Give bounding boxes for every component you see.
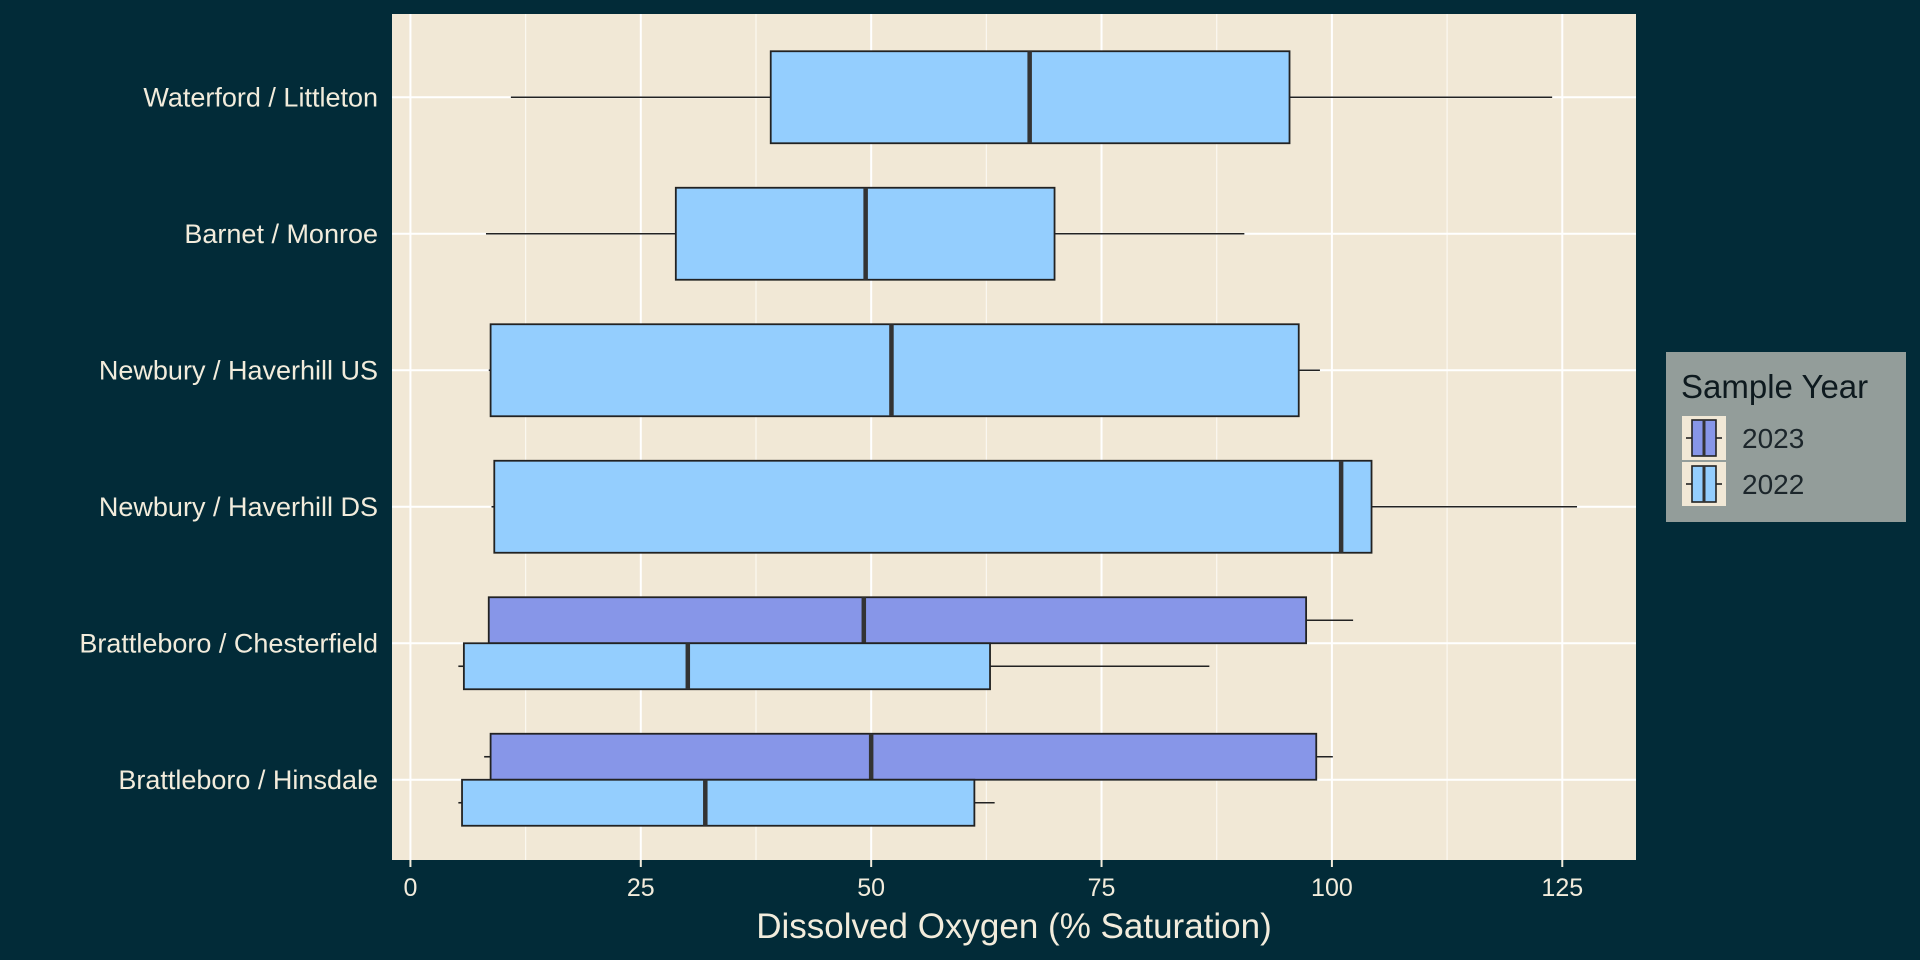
x-tick-label: 100 [1311, 874, 1353, 902]
iqr-box [493, 459, 1373, 554]
x-tick-label: 25 [627, 874, 655, 902]
x-axis-title: Dissolved Oxygen (% Saturation) [756, 907, 1272, 946]
legend: Sample Year 2023 2022 [1666, 352, 1906, 522]
legend-title: Sample Year [1681, 368, 1868, 405]
x-tick-label: 0 [403, 874, 417, 902]
category-labels: Waterford / Littleton Barnet / Monroe Newb… [79, 82, 378, 795]
category-label: Brattleboro / Chesterfield [79, 628, 378, 658]
box-2022 [485, 186, 1245, 281]
box-layer [458, 50, 1578, 827]
box-2022 [491, 459, 1578, 554]
iqr-box [489, 323, 1300, 418]
box-2022 [458, 642, 1210, 691]
x-tick-label: 125 [1541, 874, 1583, 902]
x-tick-label: 50 [857, 874, 885, 902]
legend-keys: 2023 2022 [1682, 416, 1804, 506]
box-2023 [487, 596, 1354, 645]
iqr-box [461, 778, 976, 827]
category-label: Newbury / Haverhill DS [99, 492, 378, 522]
category-label: Newbury / Haverhill US [99, 355, 378, 385]
iqr-box [489, 732, 1318, 781]
plot-panel [392, 14, 1636, 860]
box-2022 [488, 323, 1320, 418]
box-2023 [484, 732, 1333, 781]
x-axis-ticks: 0 25 50 75 100 125 [403, 860, 1583, 902]
legend-key-2023: 2023 [1682, 416, 1804, 460]
iqr-box [487, 596, 1308, 645]
x-tick-label: 75 [1088, 874, 1116, 902]
box-2022 [458, 778, 995, 827]
legend-label: 2022 [1742, 469, 1804, 500]
category-label: Brattleboro / Hinsdale [118, 765, 378, 795]
legend-label: 2023 [1742, 423, 1804, 454]
legend-key-2022: 2022 [1682, 462, 1804, 506]
iqr-box [462, 642, 991, 691]
category-label: Barnet / Monroe [184, 219, 378, 249]
category-label: Waterford / Littleton [143, 82, 378, 112]
box-2022 [510, 50, 1553, 145]
